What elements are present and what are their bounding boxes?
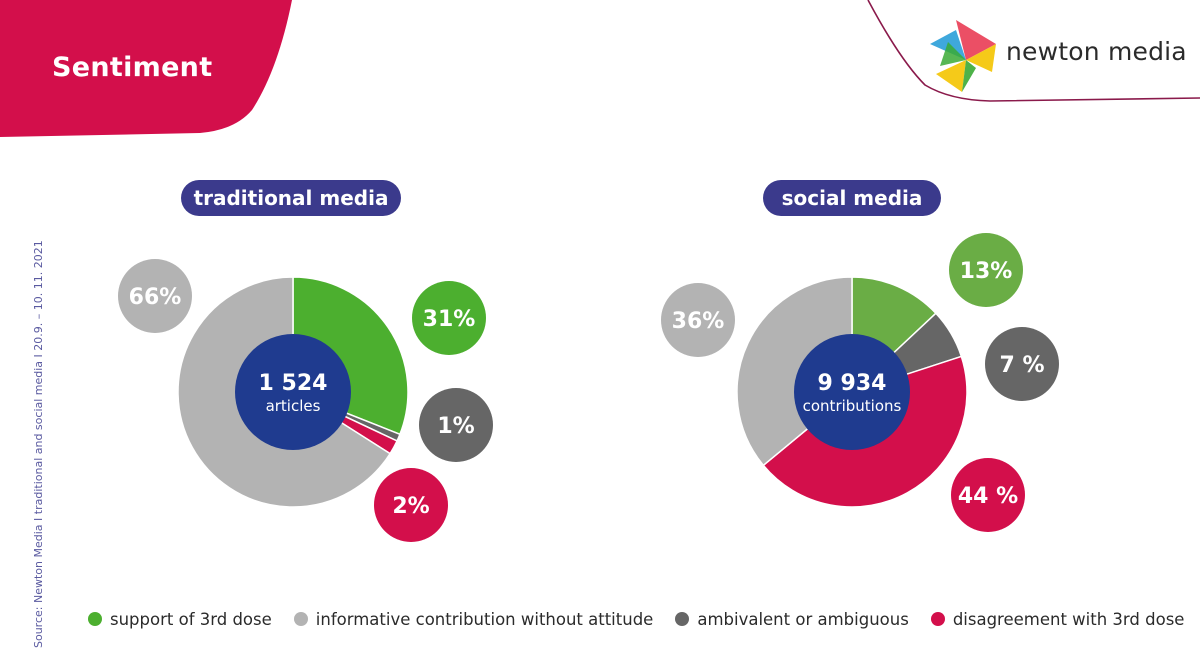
legend-item-informative: informative contribution without attitud… <box>293 609 654 629</box>
newton-media-logo-icon <box>930 20 996 92</box>
traditional-ambivalent-bubble <box>419 388 493 462</box>
traditional-support-bubble <box>412 281 486 355</box>
social-support-bubble <box>949 233 1023 307</box>
legend-item-support: support of 3rd dose <box>88 610 272 629</box>
social-disagreement-bubble <box>951 458 1025 532</box>
legend-label-support: support of 3rd dose <box>110 609 272 629</box>
source-note: Source: Newton Media I traditional and s… <box>32 240 45 648</box>
legend-item-disagreement: disagreement with 3rd dose <box>930 609 1185 629</box>
legend: support of 3rd dose informative contribu… <box>88 606 1200 632</box>
header-red-shape <box>0 0 292 137</box>
legend-dot-ambivalent <box>675 612 690 626</box>
legend-item-ambivalent: ambivalent or ambiguous <box>675 609 909 629</box>
logo-text: newton media <box>1006 37 1187 66</box>
legend-label-informative: informative contribution without attitud… <box>315 609 654 629</box>
traditional-media-center-label: articles <box>266 397 321 415</box>
legend-dot-disagreement <box>930 612 945 626</box>
legend-label-disagreement: disagreement with 3rd dose <box>952 609 1185 629</box>
traditional-media-pie: 1 524 articles 66% 31% 1% 2% <box>118 259 493 542</box>
social-media-center-value: 9 934 <box>818 371 887 396</box>
social-disagreement-label: 44 % <box>958 484 1018 509</box>
legend-dot-informative <box>293 612 308 626</box>
traditional-media-center-disc <box>235 334 351 450</box>
traditional-informative-label: 66% <box>129 285 182 310</box>
social-media-pie: 9 934 contributions 36% 13% 7 % 44 % <box>661 233 1059 532</box>
traditional-support-label: 31% <box>423 307 476 332</box>
header-background <box>0 0 1200 137</box>
social-media-center-label: contributions <box>803 397 902 415</box>
legend-label-ambivalent: ambivalent or ambiguous <box>697 609 909 629</box>
social-media-center-disc <box>794 334 910 450</box>
traditional-media-title-pill: traditional media <box>181 180 401 216</box>
social-ambivalent-label: 7 % <box>999 353 1044 378</box>
traditional-disagreement-bubble <box>374 468 448 542</box>
social-support-label: 13% <box>960 259 1013 284</box>
traditional-disagreement-label: 2% <box>392 494 429 519</box>
social-media-title-pill: social media <box>763 180 941 216</box>
page-title: Sentiment <box>52 52 213 83</box>
social-pie-slice-informative <box>736 276 853 467</box>
legend-dot-support <box>88 612 102 626</box>
header-curve-line <box>867 0 1200 102</box>
social-informative-bubble <box>661 283 735 357</box>
social-ambivalent-bubble <box>985 327 1059 401</box>
traditional-media-center-value: 1 524 <box>259 371 328 396</box>
social-informative-label: 36% <box>672 309 725 334</box>
traditional-ambivalent-label: 1% <box>437 414 474 439</box>
traditional-informative-bubble <box>118 259 192 333</box>
